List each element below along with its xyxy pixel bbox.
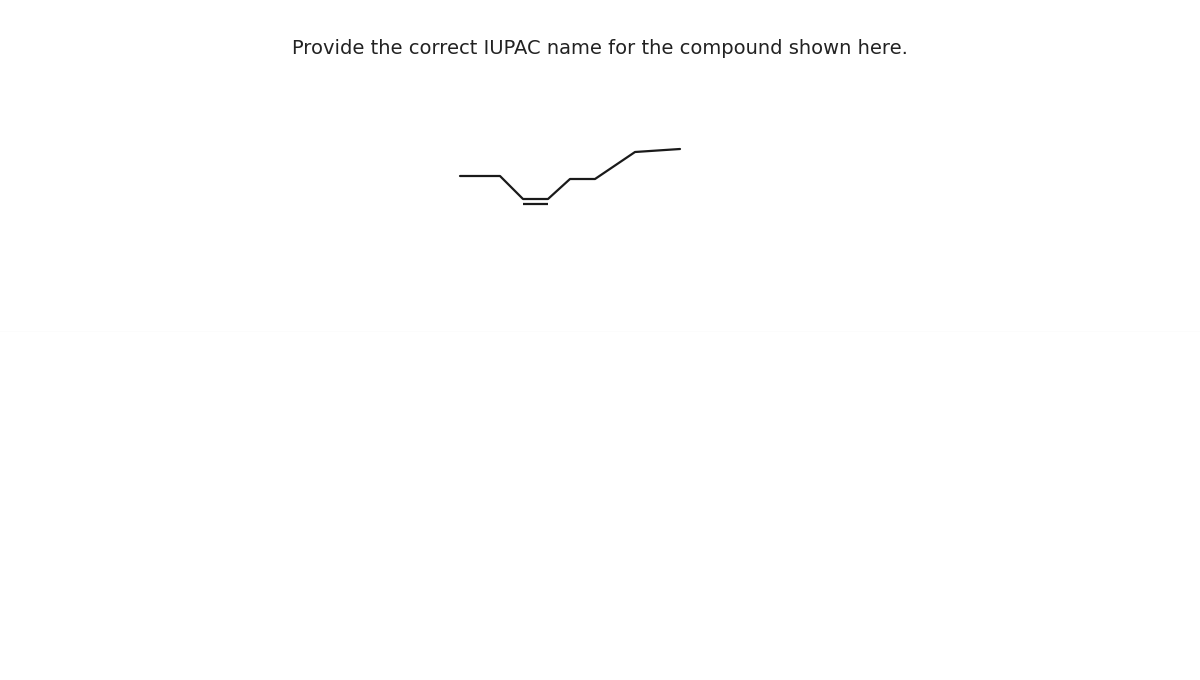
Text: Submit: Submit [1132, 10, 1196, 28]
Text: ‹: ‹ [23, 5, 34, 33]
Text: Question 12 of 25: Question 12 of 25 [520, 10, 680, 28]
Text: Provide the correct IUPAC name for the compound shown here.: Provide the correct IUPAC name for the c… [292, 39, 908, 58]
